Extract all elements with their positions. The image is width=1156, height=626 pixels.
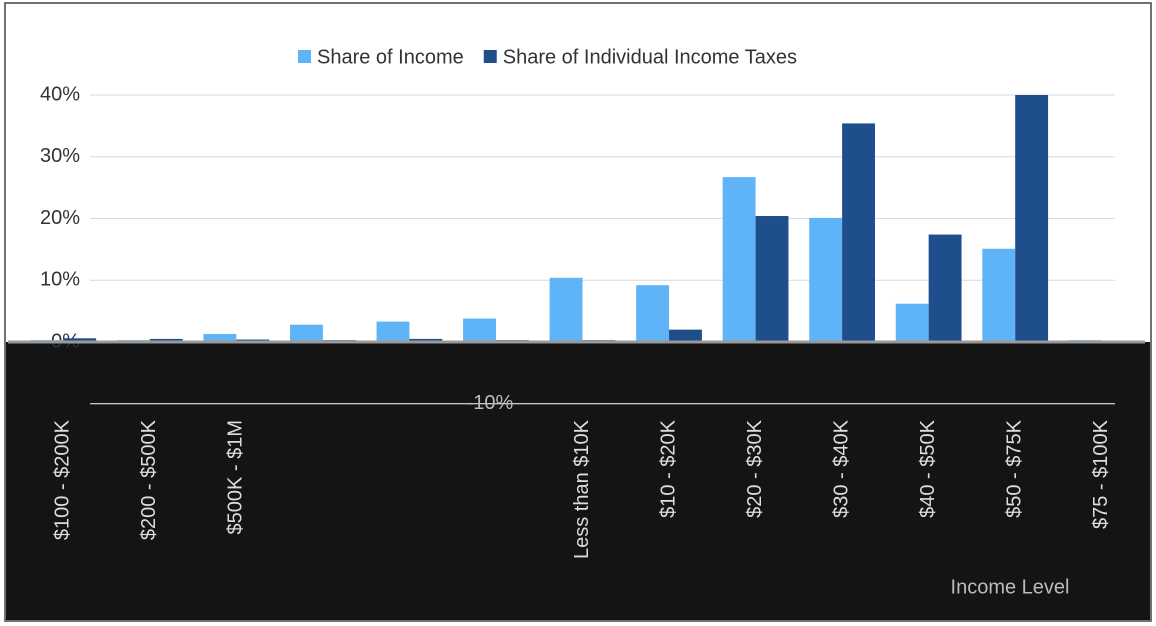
bar — [290, 324, 323, 342]
y-tick-label: 40% — [40, 83, 80, 105]
x-tick-label: $75 - $100K — [1090, 419, 1112, 529]
legend-swatch — [483, 50, 497, 63]
legend-swatch — [298, 50, 311, 63]
bar — [376, 321, 410, 342]
bar — [463, 318, 496, 342]
legend-label: Share of Individual Income Taxes — [503, 46, 797, 68]
y-tick-label: -10% — [467, 392, 514, 414]
bar — [669, 329, 702, 342]
legend-label: Share of Income — [317, 46, 464, 68]
bar — [895, 303, 929, 342]
y-tick-label: 20% — [40, 207, 80, 229]
x-tick-label: $50 - $75K — [1003, 419, 1025, 518]
bar — [842, 123, 875, 342]
bar — [409, 338, 443, 342]
bar — [149, 338, 183, 342]
x-tick-label: $500K - $1M — [225, 420, 247, 535]
bar — [636, 285, 670, 342]
dark-area — [6, 342, 1150, 620]
bar — [755, 216, 789, 342]
bar — [982, 248, 1016, 342]
x-tick-label: Less than $10K — [571, 419, 593, 559]
x-tick-label: $10 - $20K — [657, 419, 679, 518]
bar — [63, 338, 97, 342]
y-tick-label: 30% — [40, 145, 80, 167]
x-tick-label: $100 - $200K — [52, 419, 74, 540]
x-tick-label: $200 - $500K — [138, 419, 160, 540]
bar — [1015, 95, 1049, 342]
bar — [722, 177, 756, 342]
bar — [549, 277, 583, 342]
bar — [809, 217, 843, 342]
bar — [928, 234, 962, 342]
x-tick-label: $30 - $40K — [830, 419, 852, 518]
x-tick-label: $20 - $30K — [744, 419, 766, 518]
x-tick-label: $40 - $50K — [917, 419, 939, 518]
x-axis-title: Income Level — [951, 576, 1070, 598]
bar — [203, 333, 237, 342]
y-tick-label: 10% — [40, 269, 80, 291]
